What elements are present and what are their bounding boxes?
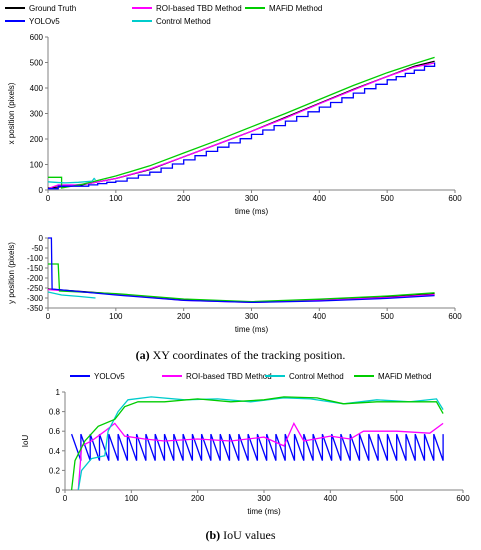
- x-tick-label: 200: [177, 312, 191, 321]
- y-tick-label: -350: [27, 304, 44, 313]
- series-line: [47, 288, 435, 303]
- x-tick-label: 400: [313, 194, 327, 203]
- x-tick-label: 0: [63, 494, 68, 503]
- x-axis-label: time (ms): [247, 507, 281, 516]
- caption-a-label: (a): [135, 348, 150, 362]
- x-tick-label: 200: [177, 194, 191, 203]
- y-tick-label: 600: [30, 33, 44, 42]
- y-tick-label: 0: [39, 234, 44, 243]
- legend-label: MAFiD Method: [269, 4, 322, 13]
- x-tick-label: 300: [245, 194, 259, 203]
- legend-label: YOLOv5: [94, 372, 125, 381]
- y-tick-label: 400: [30, 84, 44, 93]
- series-line: [47, 62, 435, 190]
- series-line: [48, 56, 435, 189]
- y-tick-label: -200: [27, 274, 44, 283]
- series-line: [47, 291, 96, 299]
- y-tick-label: -150: [27, 264, 44, 273]
- x-tick-label: 100: [109, 312, 123, 321]
- legend-label: MAFiD Method: [378, 372, 431, 381]
- y-tick-label: -300: [27, 294, 44, 303]
- x-tick-label: 0: [46, 312, 51, 321]
- x-tick-label: 600: [456, 494, 470, 503]
- chart-2: 0 100 200 300 400 500 600 0 0.2 0.4 0.6 0.8 1 time (m…: [21, 372, 470, 516]
- y-tick-label: -100: [27, 254, 44, 263]
- caption-a: (a) XY coordinates of the tracking posit…: [0, 348, 481, 363]
- x-tick-label: 300: [257, 494, 271, 503]
- y-tick-label: 0.2: [49, 466, 61, 475]
- x-tick-label: 300: [245, 312, 259, 321]
- y-axis-label: IoU: [21, 435, 30, 448]
- chart-1: 0 100 200 300 400 500 6000-50-100-150-200-250-…: [7, 234, 462, 334]
- legend-label: Control Method: [289, 372, 344, 381]
- caption-b-text: IoU values: [220, 528, 276, 542]
- x-tick-label: 100: [109, 194, 123, 203]
- y-tick-label: 0.6: [49, 427, 61, 436]
- y-tick-label: 300: [30, 110, 44, 119]
- y-tick-label: -50: [31, 244, 43, 253]
- series-line: [48, 237, 435, 304]
- x-tick-label: 600: [448, 194, 462, 203]
- x-tick-label: 600: [448, 312, 462, 321]
- x-tick-label: 100: [125, 494, 139, 503]
- x-tick-label: 200: [191, 494, 205, 503]
- series-line: [70, 396, 444, 491]
- y-axis-label: x position (pixels): [7, 82, 16, 144]
- series-line: [70, 433, 444, 461]
- y-tick-label: 0: [56, 486, 61, 495]
- series-line: [48, 62, 436, 190]
- x-axis-label: time (ms): [235, 207, 269, 216]
- legend-label: ROI-based TBD Method: [156, 4, 242, 13]
- y-axis-label: y position (pixels): [7, 242, 16, 304]
- legend-label: Control Method: [156, 17, 211, 26]
- x-tick-label: 500: [390, 494, 404, 503]
- legend-label: YOLOv5: [29, 17, 60, 26]
- legend-label: Ground Truth: [29, 4, 76, 13]
- x-axis-label: time (ms): [235, 325, 269, 334]
- y-tick-label: 200: [30, 135, 44, 144]
- series-line: [77, 421, 444, 491]
- y-tick-label: 0.4: [49, 447, 61, 456]
- y-tick-label: 0.8: [49, 408, 61, 417]
- caption-b: (b) IoU values: [0, 528, 481, 543]
- caption-a-text: XY coordinates of the tracking position.: [149, 348, 346, 362]
- legend-label: ROI-based TBD Method: [186, 372, 272, 381]
- caption-b-label: (b): [205, 528, 221, 542]
- x-tick-label: 400: [313, 312, 327, 321]
- series-line: [47, 177, 96, 184]
- x-tick-label: 400: [324, 494, 338, 503]
- x-tick-label: 0: [46, 194, 51, 203]
- x-tick-label: 500: [380, 312, 394, 321]
- series-line: [48, 263, 435, 303]
- chart-0: 0 100 200 300 400 500 600 0 100 200 300 400 500 600 ti…: [5, 4, 462, 216]
- y-tick-label: 0: [39, 186, 44, 195]
- y-tick-label: -250: [27, 284, 44, 293]
- y-tick-label: 1: [56, 388, 61, 397]
- y-tick-label: 500: [30, 59, 44, 68]
- x-tick-label: 500: [380, 194, 394, 203]
- y-tick-label: 100: [30, 161, 44, 170]
